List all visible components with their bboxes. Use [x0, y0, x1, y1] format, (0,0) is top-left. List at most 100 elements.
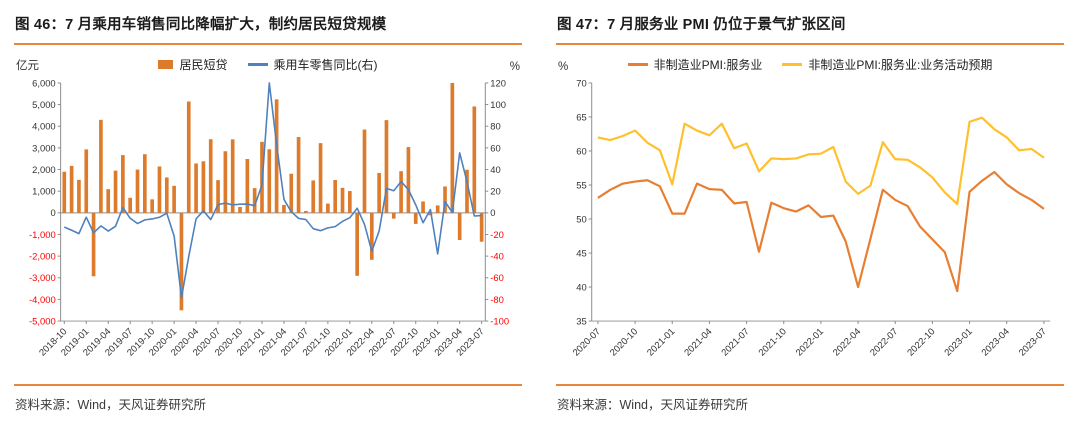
y2-tick-label: -80	[490, 294, 504, 305]
figure-47-legend: 非制造业PMI:服务业 非制造业PMI:服务业:业务活动预期	[594, 56, 1026, 73]
bar	[450, 82, 455, 213]
y2-tick-label: 60	[490, 142, 500, 153]
bar	[318, 143, 323, 213]
y2-tick-label: 20	[490, 186, 500, 197]
y-tick-label: 70	[576, 77, 586, 88]
bar	[77, 179, 81, 213]
bar	[362, 129, 367, 213]
y2-tick-label: 120	[490, 77, 506, 88]
y-tick-label: -1,000	[29, 229, 56, 240]
bar	[252, 188, 257, 213]
bar	[326, 203, 330, 213]
line-series	[597, 116, 1045, 206]
bar	[128, 197, 133, 213]
bar	[201, 161, 206, 213]
bar	[282, 204, 286, 213]
bar	[106, 189, 111, 213]
line-series	[597, 170, 1045, 293]
y2-tick-label: 80	[490, 121, 500, 132]
bar	[99, 119, 103, 213]
legend-label-short-loans: 居民短贷	[179, 58, 228, 72]
bar	[113, 170, 118, 213]
y2-tick-label: -60	[490, 272, 504, 283]
x-tick-label: 2021-10	[756, 326, 788, 358]
bar	[406, 147, 411, 213]
x-tick-label: 2023-01	[942, 326, 974, 358]
bar	[238, 206, 242, 213]
bar	[223, 151, 228, 213]
y-tick-label: -2,000	[29, 250, 56, 261]
figure-46-chart-header: 亿元 居民短贷 乘用车零售同比(右) %	[16, 55, 520, 73]
figure-46-legend: 居民短贷 乘用车零售同比(右)	[52, 56, 484, 73]
line-swatch-icon	[782, 63, 803, 66]
x-tick-label: 2020-07	[570, 326, 602, 358]
bar	[274, 99, 279, 213]
figure-47-title: 图 47：7 月服务业 PMI 仍位于景气扩张区间	[556, 10, 1064, 45]
x-tick-label: 2021-07	[719, 326, 751, 358]
y-tick-label: -5,000	[29, 315, 56, 326]
y-tick-label: 45	[576, 247, 586, 258]
y-tick-label: 1,000	[32, 186, 56, 197]
bar	[172, 185, 176, 213]
figure-47-source: 资料来源：Wind，天风证券研究所	[556, 384, 1064, 415]
line-series	[63, 82, 482, 299]
bar	[230, 139, 235, 213]
bar	[84, 149, 89, 213]
y-tick-label: 40	[576, 281, 586, 292]
y-tick-label: 6,000	[32, 77, 56, 88]
legend-item-short-loans: 居民短贷	[158, 56, 228, 73]
bar-swatch-icon	[158, 60, 174, 69]
bar	[267, 149, 272, 213]
y-tick-label: 50	[576, 213, 586, 224]
bar	[135, 169, 140, 213]
y2-tick-label: 0	[490, 207, 495, 218]
y2-tick-label: -20	[490, 229, 504, 240]
legend-item-car-retail: 乘用车零售同比(右)	[247, 56, 378, 73]
figure-47-chart-header: % 非制造业PMI:服务业 非制造业PMI:服务业:业务活动预期	[558, 55, 1062, 73]
bar	[348, 191, 352, 213]
bar	[208, 139, 213, 213]
bar	[479, 212, 484, 242]
x-tick-label: 2020-10	[607, 326, 639, 358]
figure-47-panel: 图 47：7 月服务业 PMI 仍位于景气扩张区间 % 非制造业PMI:服务业 …	[556, 10, 1064, 415]
y-tick-label: 5,000	[32, 99, 56, 110]
x-tick-label: 2022-10	[905, 326, 937, 358]
bar	[69, 165, 74, 213]
y-tick-label: 65	[576, 111, 586, 122]
bar	[413, 212, 418, 224]
y-tick-label: 3,000	[32, 142, 56, 153]
x-tick-label: 2021-01	[644, 326, 676, 358]
bar	[304, 210, 308, 213]
y-tick-label: 60	[576, 145, 586, 156]
legend-item-activity-expectation: 非制造业PMI:服务业:业务活动预期	[782, 56, 992, 73]
x-tick-label: 2023-04	[979, 326, 1011, 358]
bar	[289, 173, 294, 213]
left-axis-unit-label: 亿元	[16, 60, 39, 72]
x-tick-label: 2021-04	[682, 326, 714, 358]
legend-label-activity-expectation: 非制造业PMI:服务业:业务活动预期	[808, 58, 993, 72]
y-tick-label: -3,000	[29, 272, 56, 283]
y-tick-label: 2,000	[32, 164, 56, 175]
y2-tick-label: 40	[490, 164, 500, 175]
bar	[399, 171, 403, 213]
legend-label-car-retail: 乘用车零售同比(右)	[273, 58, 378, 72]
figure-46-combo-chart: -5,000 -4,000 -3,000 -2,000 -1,000 0 1,000 2,00…	[29, 77, 509, 357]
y2-tick-label: -100	[490, 315, 509, 326]
bar	[186, 101, 191, 213]
legend-item-services-pmi: 非制造业PMI:服务业	[627, 56, 762, 73]
bar	[150, 199, 154, 213]
bar	[179, 212, 184, 311]
y2-tick-label: -40	[490, 250, 504, 261]
bar	[121, 155, 125, 213]
bar	[369, 212, 374, 260]
line-swatch-icon	[247, 63, 268, 66]
bar	[384, 120, 389, 213]
bar	[62, 171, 67, 213]
bar	[194, 163, 198, 213]
line-swatch-icon	[627, 63, 648, 66]
bar	[340, 187, 345, 213]
right-axis-unit-label: %	[509, 61, 520, 73]
y-tick-label: -4,000	[29, 294, 56, 305]
bar	[91, 212, 96, 277]
